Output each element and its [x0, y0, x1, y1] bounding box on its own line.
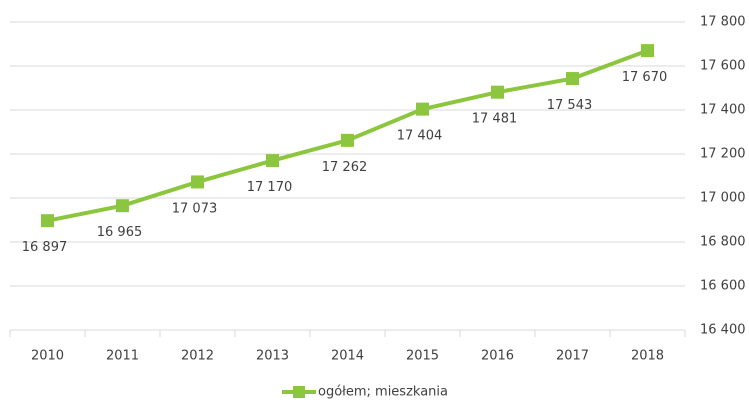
y-tick-label: 16 800: [700, 235, 746, 250]
legend-marker: [293, 386, 305, 398]
data-label: 16 965: [97, 225, 143, 240]
y-tick-label: 16 400: [700, 323, 746, 338]
data-label: 17 670: [622, 70, 668, 85]
data-label: 17 170: [247, 180, 293, 195]
x-tick-label: 2010: [31, 349, 64, 364]
data-label: 17 262: [322, 160, 368, 175]
y-tick-label: 17 000: [700, 191, 746, 206]
data-marker: [566, 72, 579, 86]
x-tick-label: 2017: [556, 349, 589, 364]
x-tick-label: 2011: [106, 349, 139, 364]
data-label: 17 543: [547, 98, 593, 113]
data-marker: [266, 154, 279, 168]
y-tick-label: 17 600: [700, 59, 746, 74]
data-marker: [116, 199, 129, 213]
data-label: 17 404: [397, 129, 443, 144]
x-tick-label: 2012: [181, 349, 214, 364]
y-tick-label: 17 200: [700, 147, 746, 162]
data-label: 16 897: [22, 240, 68, 255]
data-label: 17 073: [172, 201, 218, 216]
data-marker: [416, 102, 429, 116]
y-tick-label: 17 400: [700, 103, 746, 118]
y-tick-label: 17 800: [700, 15, 746, 30]
legend-label: ogółem; mieszkania: [318, 385, 448, 400]
data-marker: [41, 214, 54, 228]
data-marker: [491, 85, 504, 99]
data-marker: [191, 175, 204, 189]
x-tick-label: 2014: [331, 349, 364, 364]
x-tick-label: 2013: [256, 349, 289, 364]
data-marker: [641, 44, 654, 58]
x-tick-label: 2016: [481, 349, 514, 364]
y-tick-label: 16 600: [700, 279, 746, 294]
data-marker: [341, 133, 354, 147]
x-tick-label: 2015: [406, 349, 439, 364]
x-tick-label: 2018: [631, 349, 664, 364]
data-label: 17 481: [472, 112, 518, 127]
